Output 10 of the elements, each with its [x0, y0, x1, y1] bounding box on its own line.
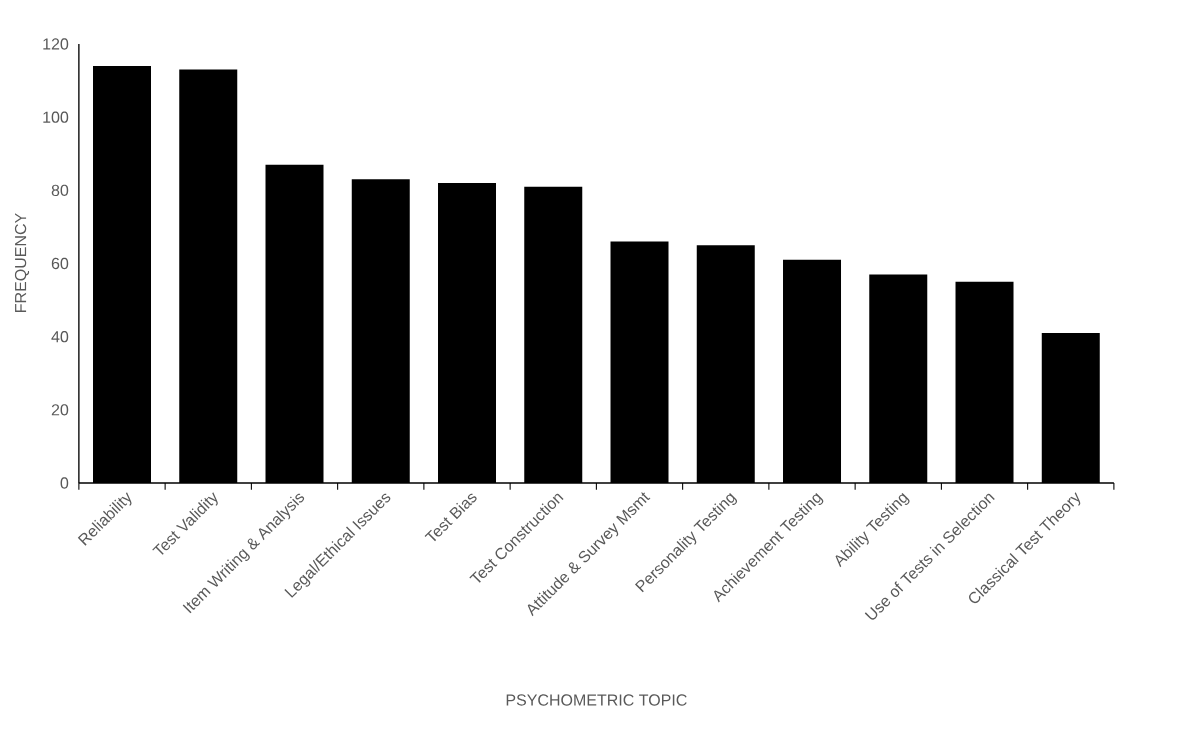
- x-axis-title: PSYCHOMETRIC TOPIC: [506, 694, 687, 706]
- y-tick-label: 20: [51, 404, 69, 416]
- y-tick-label: 100: [43, 111, 69, 123]
- y-tick-label: 120: [43, 38, 69, 50]
- y-tick-label: 60: [51, 257, 69, 270]
- y-tick-label: 0: [60, 477, 69, 489]
- x-tick-label: Test Bias: [424, 493, 477, 542]
- y-tick-label: 80: [51, 184, 69, 196]
- y-axis-title: FREQUENCY: [14, 213, 30, 312]
- y-tick-label: 40: [51, 331, 69, 343]
